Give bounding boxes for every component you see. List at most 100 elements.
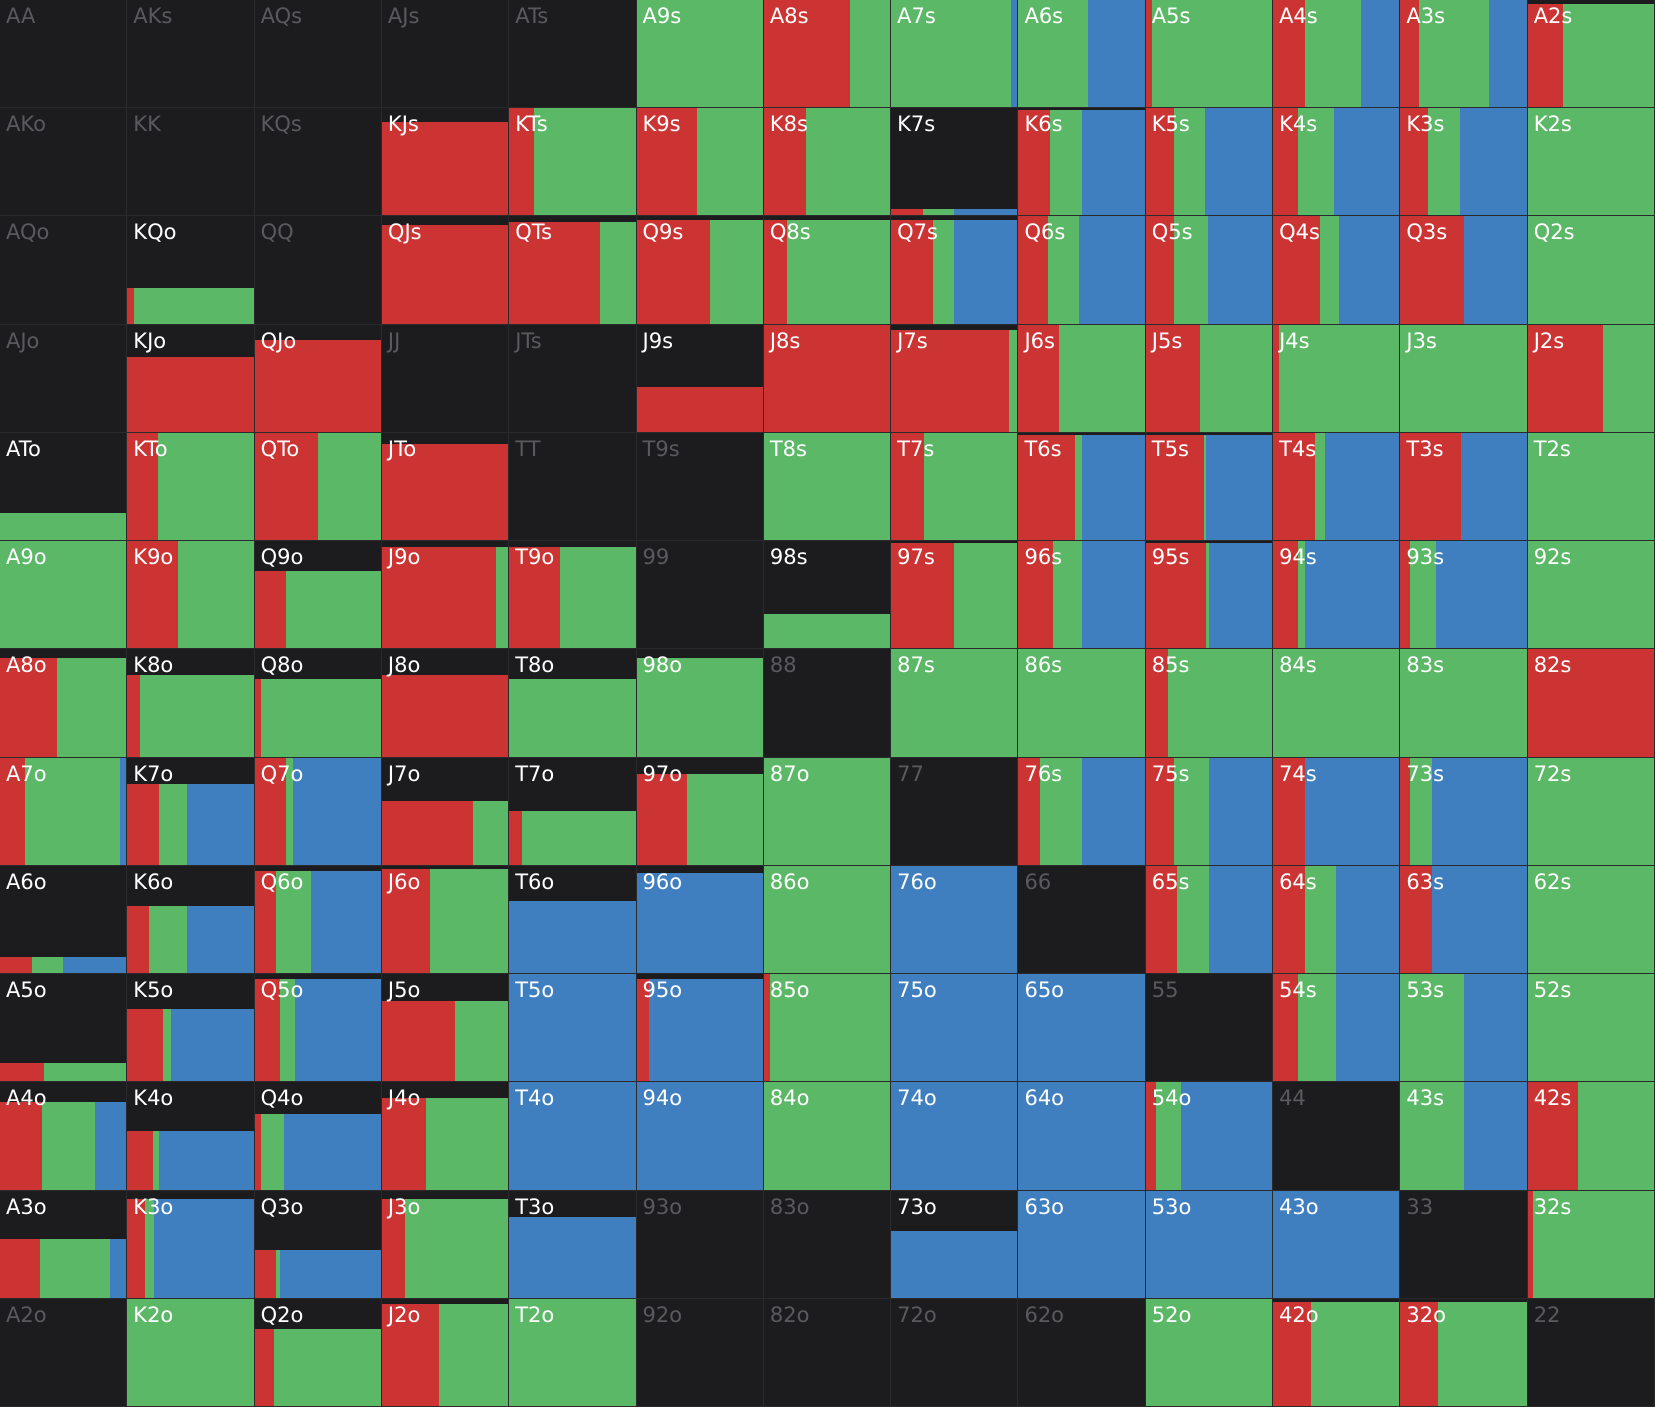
hand-cell-Q2s[interactable]: Q2s <box>1527 216 1655 325</box>
hand-cell-T5s[interactable]: T5s <box>1145 432 1274 542</box>
hand-cell-43o[interactable]: 43o <box>1273 1190 1401 1299</box>
hand-cell-87o[interactable]: 87o <box>763 757 892 866</box>
hand-cell-94s[interactable]: 94s <box>1273 541 1401 650</box>
hand-cell-86o[interactable]: 86o <box>763 865 892 975</box>
hand-cell-95s[interactable]: 95s <box>1145 541 1274 650</box>
hand-cell-54s[interactable]: 54s <box>1273 974 1401 1083</box>
hand-cell-K2o[interactable]: K2o <box>127 1298 255 1407</box>
hand-cell-Q9s[interactable]: Q9s <box>636 216 764 325</box>
hand-cell-K6o[interactable]: K6o <box>127 865 255 975</box>
hand-cell-92s[interactable]: 92s <box>1527 541 1655 650</box>
hand-cell-Q3s[interactable]: Q3s <box>1400 216 1528 325</box>
hand-cell-KJs[interactable]: KJs <box>381 108 510 217</box>
hand-cell-Q9o[interactable]: Q9o <box>254 541 382 650</box>
hand-cell-Q8s[interactable]: Q8s <box>763 216 892 325</box>
hand-cell-A5s[interactable]: A5s <box>1145 0 1274 109</box>
hand-cell-QQ[interactable]: QQ <box>254 216 382 325</box>
hand-cell-A3o[interactable]: A3o <box>0 1190 128 1299</box>
hand-cell-Q3o[interactable]: Q3o <box>254 1190 382 1299</box>
hand-cell-QTs[interactable]: QTs <box>509 216 637 325</box>
hand-cell-52o[interactable]: 52o <box>1145 1298 1274 1407</box>
hand-cell-43s[interactable]: 43s <box>1400 1082 1528 1191</box>
hand-cell-T4s[interactable]: T4s <box>1273 432 1401 542</box>
hand-cell-63o[interactable]: 63o <box>1018 1190 1146 1299</box>
hand-cell-A6s[interactable]: A6s <box>1018 0 1146 109</box>
hand-cell-KQs[interactable]: KQs <box>254 108 382 217</box>
hand-cell-K7o[interactable]: K7o <box>127 757 255 866</box>
hand-cell-A7o[interactable]: A7o <box>0 757 128 866</box>
hand-cell-94o[interactable]: 94o <box>636 1082 764 1191</box>
hand-cell-K9o[interactable]: K9o <box>127 541 255 650</box>
hand-cell-J3s[interactable]: J3s <box>1400 324 1528 433</box>
hand-cell-J2s[interactable]: J2s <box>1527 324 1655 433</box>
hand-cell-85s[interactable]: 85s <box>1145 649 1274 758</box>
hand-cell-AQs[interactable]: AQs <box>254 0 382 109</box>
hand-cell-65o[interactable]: 65o <box>1018 974 1146 1083</box>
hand-cell-T6o[interactable]: T6o <box>509 865 637 975</box>
hand-cell-J9s[interactable]: J9s <box>636 324 764 433</box>
hand-cell-T6s[interactable]: T6s <box>1018 432 1146 542</box>
hand-cell-82o[interactable]: 82o <box>763 1298 892 1407</box>
hand-cell-J5s[interactable]: J5s <box>1145 324 1274 433</box>
hand-cell-Q6o[interactable]: Q6o <box>254 865 382 975</box>
hand-cell-62s[interactable]: 62s <box>1527 865 1655 975</box>
hand-cell-K4o[interactable]: K4o <box>127 1082 255 1191</box>
hand-cell-JJ[interactable]: JJ <box>381 324 510 433</box>
hand-cell-A9o[interactable]: A9o <box>0 541 128 650</box>
hand-cell-J9o[interactable]: J9o <box>381 541 510 650</box>
hand-cell-J8o[interactable]: J8o <box>381 649 510 758</box>
hand-cell-32o[interactable]: 32o <box>1400 1298 1528 1407</box>
hand-cell-J6o[interactable]: J6o <box>381 865 510 975</box>
hand-cell-K8s[interactable]: K8s <box>763 108 892 217</box>
hand-cell-J2o[interactable]: J2o <box>381 1298 510 1407</box>
hand-cell-22[interactable]: 22 <box>1527 1298 1655 1407</box>
hand-cell-95o[interactable]: 95o <box>636 974 764 1083</box>
hand-cell-J7o[interactable]: J7o <box>381 757 510 866</box>
hand-cell-42o[interactable]: 42o <box>1273 1298 1401 1407</box>
hand-cell-44[interactable]: 44 <box>1273 1082 1401 1191</box>
hand-cell-QJo[interactable]: QJo <box>254 324 382 433</box>
hand-cell-96o[interactable]: 96o <box>636 865 764 975</box>
hand-cell-84s[interactable]: 84s <box>1273 649 1401 758</box>
hand-cell-A6o[interactable]: A6o <box>0 865 128 975</box>
hand-cell-Q7o[interactable]: Q7o <box>254 757 382 866</box>
hand-cell-K5s[interactable]: K5s <box>1145 108 1274 217</box>
hand-cell-A4o[interactable]: A4o <box>0 1082 128 1191</box>
hand-cell-52s[interactable]: 52s <box>1527 974 1655 1083</box>
hand-cell-72o[interactable]: 72o <box>891 1298 1019 1407</box>
hand-cell-KJo[interactable]: KJo <box>127 324 255 433</box>
hand-cell-J8s[interactable]: J8s <box>763 324 892 433</box>
hand-cell-T5o[interactable]: T5o <box>509 974 637 1083</box>
hand-cell-A2s[interactable]: A2s <box>1527 0 1655 109</box>
hand-cell-KTo[interactable]: KTo <box>127 432 255 542</box>
hand-cell-98o[interactable]: 98o <box>636 649 764 758</box>
hand-cell-A5o[interactable]: A5o <box>0 974 128 1083</box>
hand-cell-Q8o[interactable]: Q8o <box>254 649 382 758</box>
hand-cell-A2o[interactable]: A2o <box>0 1298 128 1407</box>
hand-cell-KK[interactable]: KK <box>127 108 255 217</box>
hand-cell-AKs[interactable]: AKs <box>127 0 255 109</box>
hand-cell-AKo[interactable]: AKo <box>0 108 128 217</box>
hand-cell-QJs[interactable]: QJs <box>381 216 510 325</box>
hand-cell-53s[interactable]: 53s <box>1400 974 1528 1083</box>
hand-cell-K4s[interactable]: K4s <box>1273 108 1401 217</box>
hand-cell-JTo[interactable]: JTo <box>381 432 510 542</box>
hand-cell-Q5s[interactable]: Q5s <box>1145 216 1274 325</box>
hand-cell-62o[interactable]: 62o <box>1018 1298 1146 1407</box>
hand-cell-J7s[interactable]: J7s <box>891 324 1019 433</box>
hand-cell-97s[interactable]: 97s <box>891 541 1019 650</box>
hand-cell-TT[interactable]: TT <box>509 432 637 542</box>
hand-cell-A8o[interactable]: A8o <box>0 649 128 758</box>
hand-cell-A3s[interactable]: A3s <box>1400 0 1528 109</box>
hand-cell-76s[interactable]: 76s <box>1018 757 1146 866</box>
hand-cell-K2s[interactable]: K2s <box>1527 108 1655 217</box>
hand-cell-64s[interactable]: 64s <box>1273 865 1401 975</box>
hand-cell-93o[interactable]: 93o <box>636 1190 764 1299</box>
hand-cell-77[interactable]: 77 <box>891 757 1019 866</box>
hand-cell-AQo[interactable]: AQo <box>0 216 128 325</box>
hand-cell-55[interactable]: 55 <box>1145 974 1274 1083</box>
hand-cell-K3s[interactable]: K3s <box>1400 108 1528 217</box>
hand-cell-T4o[interactable]: T4o <box>509 1082 637 1191</box>
hand-cell-54o[interactable]: 54o <box>1145 1082 1274 1191</box>
hand-cell-75o[interactable]: 75o <box>891 974 1019 1083</box>
